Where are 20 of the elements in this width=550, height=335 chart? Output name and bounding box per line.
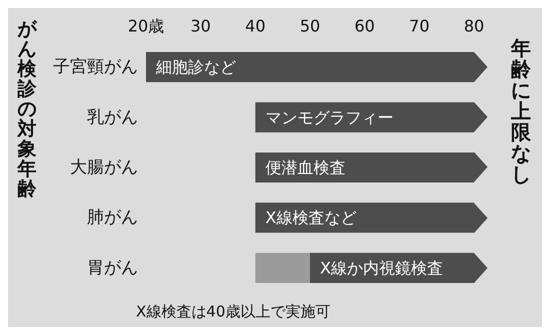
x-tick-label: 80	[464, 16, 484, 36]
x-tick-label: 60	[354, 16, 375, 36]
chart-title: がん検診の対象年齢	[18, 18, 36, 200]
text: X線検査は40歳以上で実施可	[136, 302, 330, 320]
x-tick-label: 50	[300, 16, 320, 36]
data-label: X線か内視鏡検査	[320, 258, 443, 278]
data-label: 細胞診など	[155, 58, 236, 77]
data-label: マンモグラフィー	[265, 108, 394, 127]
y2-axis-title: 年齢に上限なし	[511, 36, 531, 186]
y-tick-label: 大腸がん	[70, 158, 138, 178]
y-tick-label: 胃がん	[87, 258, 138, 278]
x-tick-label: 70	[409, 16, 430, 36]
y-tick-label: 子宮頸がん	[53, 57, 138, 78]
x-tick-label: 20歳	[128, 16, 164, 36]
data-label: X線検査など	[265, 208, 356, 228]
x-tick-label: 40	[245, 16, 266, 36]
x-tick-label: 30	[190, 16, 211, 36]
data-label: 便潜血検査	[265, 158, 346, 177]
y-tick-label: 乳がん	[87, 107, 138, 128]
y-tick-label: 肺がん	[87, 208, 138, 228]
